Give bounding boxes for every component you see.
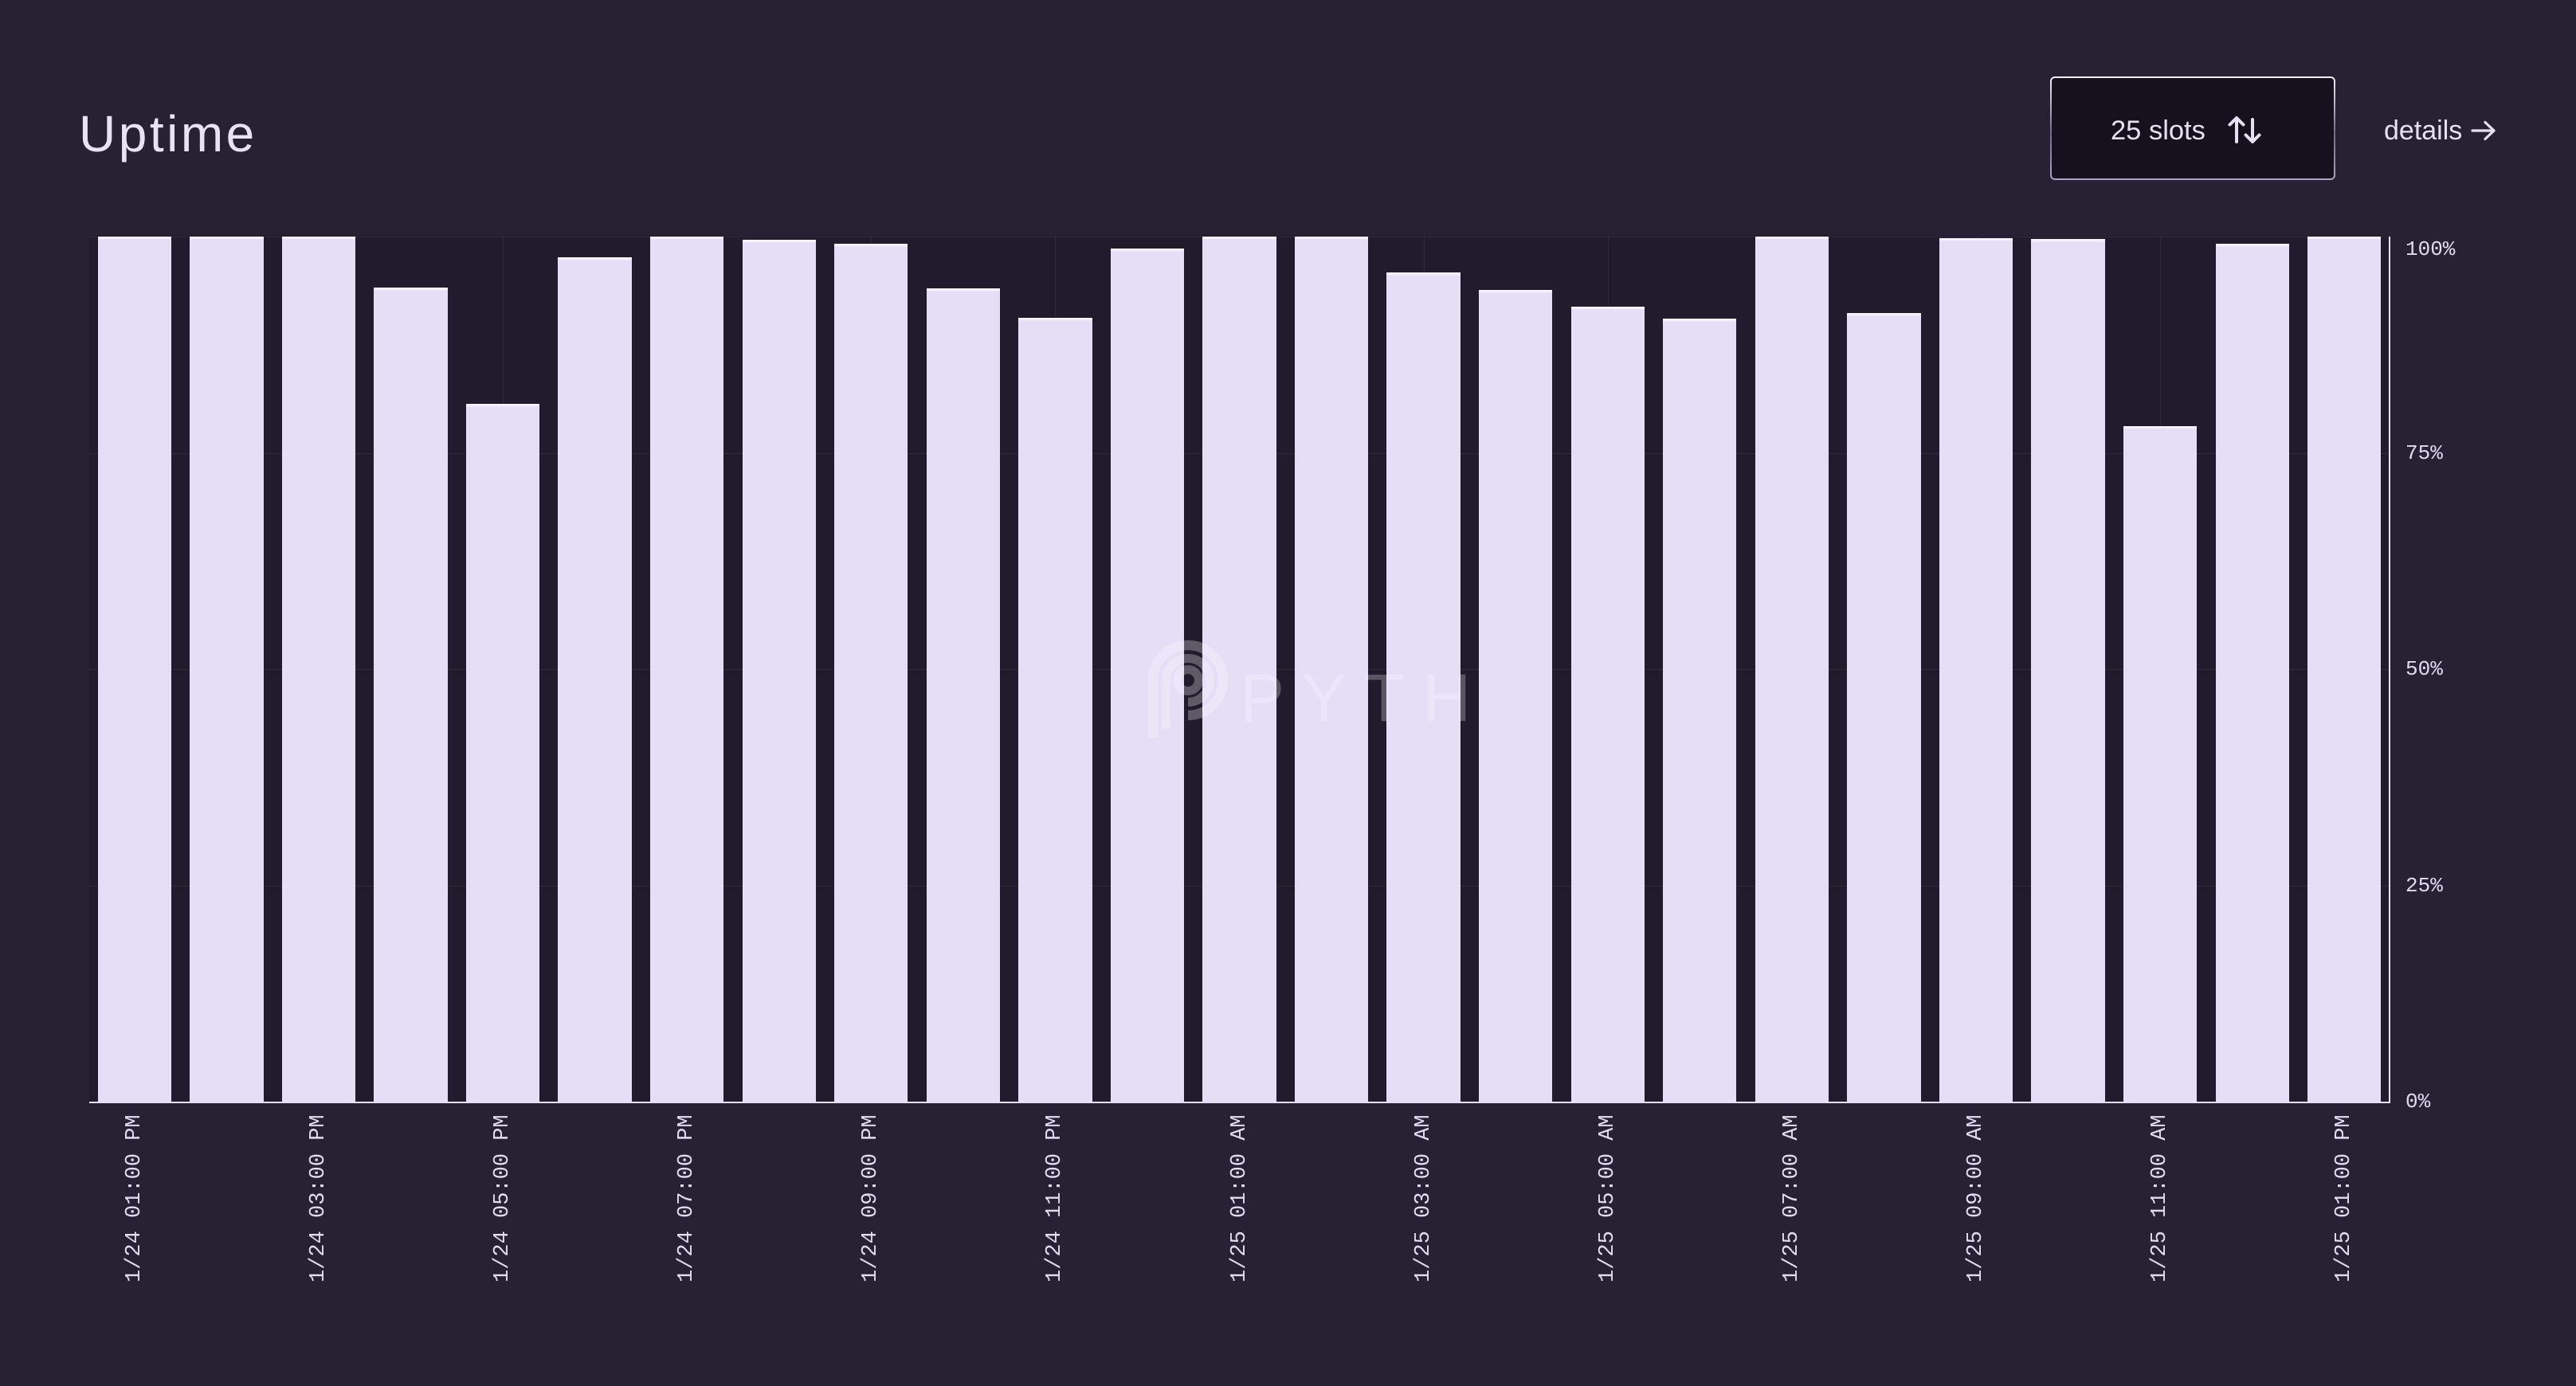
svg-text:PYTH: PYTH bbox=[1240, 660, 1488, 735]
